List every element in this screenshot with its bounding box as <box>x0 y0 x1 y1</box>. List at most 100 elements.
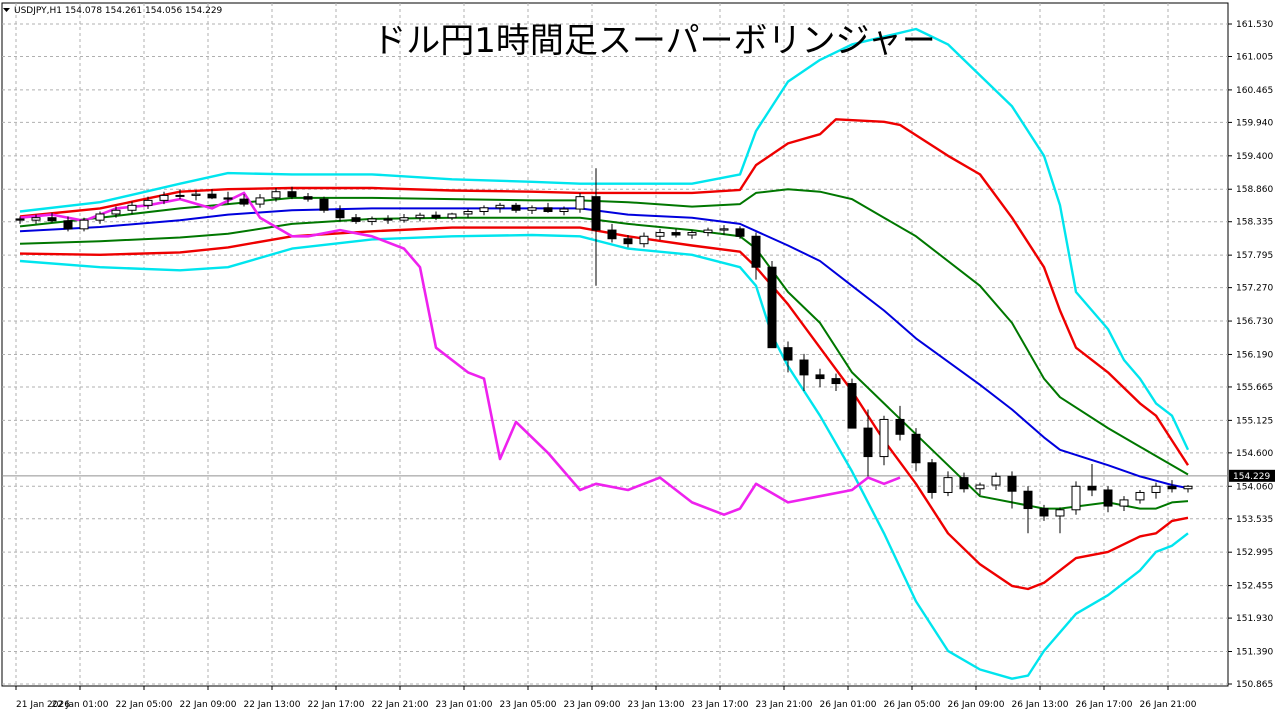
candle-body <box>639 235 649 245</box>
current-price-box <box>1229 469 1275 482</box>
candle-body <box>623 238 633 245</box>
candle <box>175 189 185 200</box>
candle-body <box>751 235 761 268</box>
price-axis: 161.530 161.005 160.465 159.940 159.400 158.8… <box>1228 20 1275 690</box>
candle <box>799 353 809 391</box>
candle <box>479 205 489 216</box>
y-tick-label: 156.190 <box>1236 350 1273 360</box>
candle <box>991 472 1001 490</box>
candle-body <box>79 219 89 230</box>
candle <box>367 216 377 226</box>
candle <box>943 471 953 497</box>
candle-body <box>31 217 41 221</box>
candle <box>655 228 665 240</box>
candle <box>1087 464 1097 497</box>
candle-body <box>655 232 665 237</box>
candle <box>527 205 537 214</box>
candle-body <box>1055 509 1065 517</box>
candle-body <box>607 229 617 240</box>
candle <box>303 192 313 202</box>
candle-body <box>943 477 953 493</box>
candle-body <box>415 214 425 219</box>
candles <box>15 168 1193 534</box>
y-tick-label: 159.400 <box>1236 152 1273 162</box>
candle <box>255 194 265 208</box>
candle <box>1135 489 1145 504</box>
y-tick-label: 158.860 <box>1236 185 1273 195</box>
y-tick-label: 155.665 <box>1236 383 1273 393</box>
candle <box>767 261 777 349</box>
candle <box>143 196 153 210</box>
series-line-2 <box>19 188 1189 476</box>
candle <box>127 201 137 214</box>
current-price-label: 154.229 <box>1233 472 1270 482</box>
x-tick-label: 26 Jan 09:00 <box>948 700 1005 710</box>
candle-body <box>223 197 233 200</box>
candle <box>783 341 793 373</box>
x-tick-label: 26 Jan 17:00 <box>1076 700 1133 710</box>
candle-body <box>703 229 713 234</box>
candle-body <box>175 194 185 197</box>
candle-body <box>783 347 793 361</box>
symbol-info: USDJPY,H1 154.078 154.261 154.056 154.22… <box>14 6 223 16</box>
candle-body <box>287 191 297 198</box>
candle <box>239 194 249 207</box>
candle-body <box>47 217 57 222</box>
candle-body <box>1183 485 1193 490</box>
x-tick-label: 23 Jan 21:00 <box>756 700 813 710</box>
candle-body <box>1135 491 1145 501</box>
candle-body <box>271 191 281 199</box>
candle-body <box>543 207 553 213</box>
candle-body <box>15 218 25 221</box>
candle <box>63 216 73 232</box>
x-tick-label: 22 Jan 09:00 <box>180 700 237 710</box>
candle-body <box>143 199 153 206</box>
band-lines <box>19 27 1190 680</box>
candle-body <box>335 209 345 219</box>
candle-body <box>367 218 377 222</box>
candle-body <box>463 211 473 215</box>
candle-body <box>63 220 73 230</box>
candle <box>47 212 57 223</box>
x-tick-label: 23 Jan 05:00 <box>500 700 557 710</box>
y-tick-label: 157.270 <box>1236 284 1273 294</box>
candle <box>1023 486 1033 534</box>
candle-body <box>575 196 585 210</box>
candle-body <box>1119 499 1129 507</box>
x-tick-label: 22 Jan 21:00 <box>372 700 429 710</box>
candle <box>495 202 505 213</box>
candle <box>959 472 969 493</box>
candle-body <box>303 196 313 200</box>
candle-body <box>255 197 265 205</box>
collapse-arrow-icon[interactable] <box>3 8 10 12</box>
x-tick-label: 22 Jan 17:00 <box>308 700 365 710</box>
candle-body <box>831 378 841 385</box>
x-tick-label: 22 Jan 05:00 <box>116 700 173 710</box>
candle <box>831 373 841 391</box>
y-tick-label: 154.060 <box>1236 482 1273 492</box>
candle-body <box>895 418 905 435</box>
candle-body <box>863 427 873 458</box>
candle-body <box>815 374 825 380</box>
plot-frame <box>1 2 1229 687</box>
candle <box>1151 482 1161 499</box>
y-tick-label: 161.005 <box>1236 52 1273 62</box>
candle <box>1119 496 1129 512</box>
chart-title: ドル円1時間足スーパーボリンジャー <box>372 21 936 61</box>
x-tick-label: 23 Jan 17:00 <box>692 700 749 710</box>
y-tick-label: 153.535 <box>1236 515 1273 525</box>
y-tick-label: 155.125 <box>1236 416 1273 426</box>
candle-body <box>911 433 921 464</box>
candle <box>383 215 393 224</box>
x-tick-label: 22 Jan 01:00 <box>52 700 109 710</box>
candle <box>895 405 905 441</box>
candle-body <box>127 204 137 211</box>
candle <box>191 190 201 201</box>
candle-body <box>111 209 121 215</box>
candle <box>287 186 297 200</box>
candle <box>911 428 921 472</box>
candle <box>159 191 169 205</box>
candle-body <box>1023 490 1033 510</box>
candle <box>543 202 553 213</box>
